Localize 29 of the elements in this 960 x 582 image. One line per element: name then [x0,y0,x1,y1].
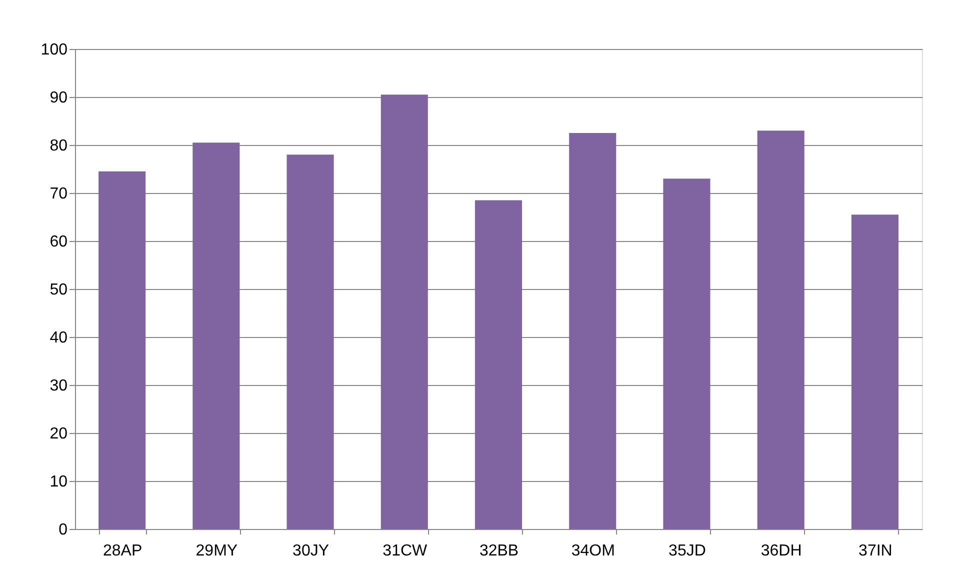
y-tick-label: 40 [50,330,68,346]
y-tick-label: 100 [40,42,68,58]
bar [474,200,522,529]
y-tick-label: 90 [50,90,68,106]
y-tick-label: 60 [50,234,68,250]
x-tick-label: 36DH [760,542,802,560]
x-tick-label: 29MY [196,542,238,560]
x-tick-label: 34OM [571,542,615,560]
bar [663,178,710,529]
bar [192,142,240,529]
y-tick-label: 20 [50,426,68,442]
bar [757,130,804,529]
y-tick-label: 50 [50,282,68,298]
x-tick-label: 32BB [479,542,519,560]
x-tick-label: 35JD [668,542,706,560]
y-tick-label: 10 [50,474,68,490]
x-tick-label: 30JY [292,542,330,560]
bar [380,94,428,529]
y-tick-label: 70 [50,186,68,202]
x-tick-label: 28AP [102,542,142,560]
x-tick-label: 31CW [382,542,428,560]
y-tick-label: 80 [50,138,68,154]
y-tick-label: 0 [58,522,68,538]
bar [286,154,334,529]
y-tick-label: 30 [50,378,68,394]
bar [851,214,898,529]
bar [98,171,146,529]
x-tick-label: 37IN [858,542,892,560]
bar [569,133,616,529]
